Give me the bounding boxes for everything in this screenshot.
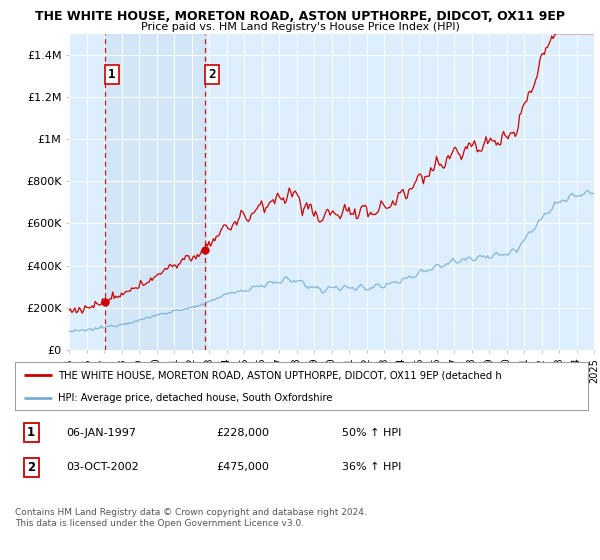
Text: 50% ↑ HPI: 50% ↑ HPI (342, 428, 401, 437)
Text: 1: 1 (108, 68, 116, 81)
Text: 1: 1 (27, 426, 35, 439)
Text: THE WHITE HOUSE, MORETON ROAD, ASTON UPTHORPE, DIDCOT, OX11 9EP: THE WHITE HOUSE, MORETON ROAD, ASTON UPT… (35, 10, 565, 23)
Text: 36% ↑ HPI: 36% ↑ HPI (342, 463, 401, 472)
Text: THE WHITE HOUSE, MORETON ROAD, ASTON UPTHORPE, DIDCOT, OX11 9EP (detached h: THE WHITE HOUSE, MORETON ROAD, ASTON UPT… (58, 370, 502, 380)
Text: 06-JAN-1997: 06-JAN-1997 (66, 428, 136, 437)
Text: Contains HM Land Registry data © Crown copyright and database right 2024.
This d: Contains HM Land Registry data © Crown c… (15, 508, 367, 528)
Text: 2: 2 (208, 68, 215, 81)
Text: 2: 2 (27, 461, 35, 474)
Text: £475,000: £475,000 (216, 463, 269, 472)
Text: 03-OCT-2002: 03-OCT-2002 (66, 463, 139, 472)
Text: HPI: Average price, detached house, South Oxfordshire: HPI: Average price, detached house, Sout… (58, 393, 332, 403)
Text: £228,000: £228,000 (216, 428, 269, 437)
Bar (104, 34, 205, 350)
Text: Price paid vs. HM Land Registry's House Price Index (HPI): Price paid vs. HM Land Registry's House … (140, 22, 460, 32)
